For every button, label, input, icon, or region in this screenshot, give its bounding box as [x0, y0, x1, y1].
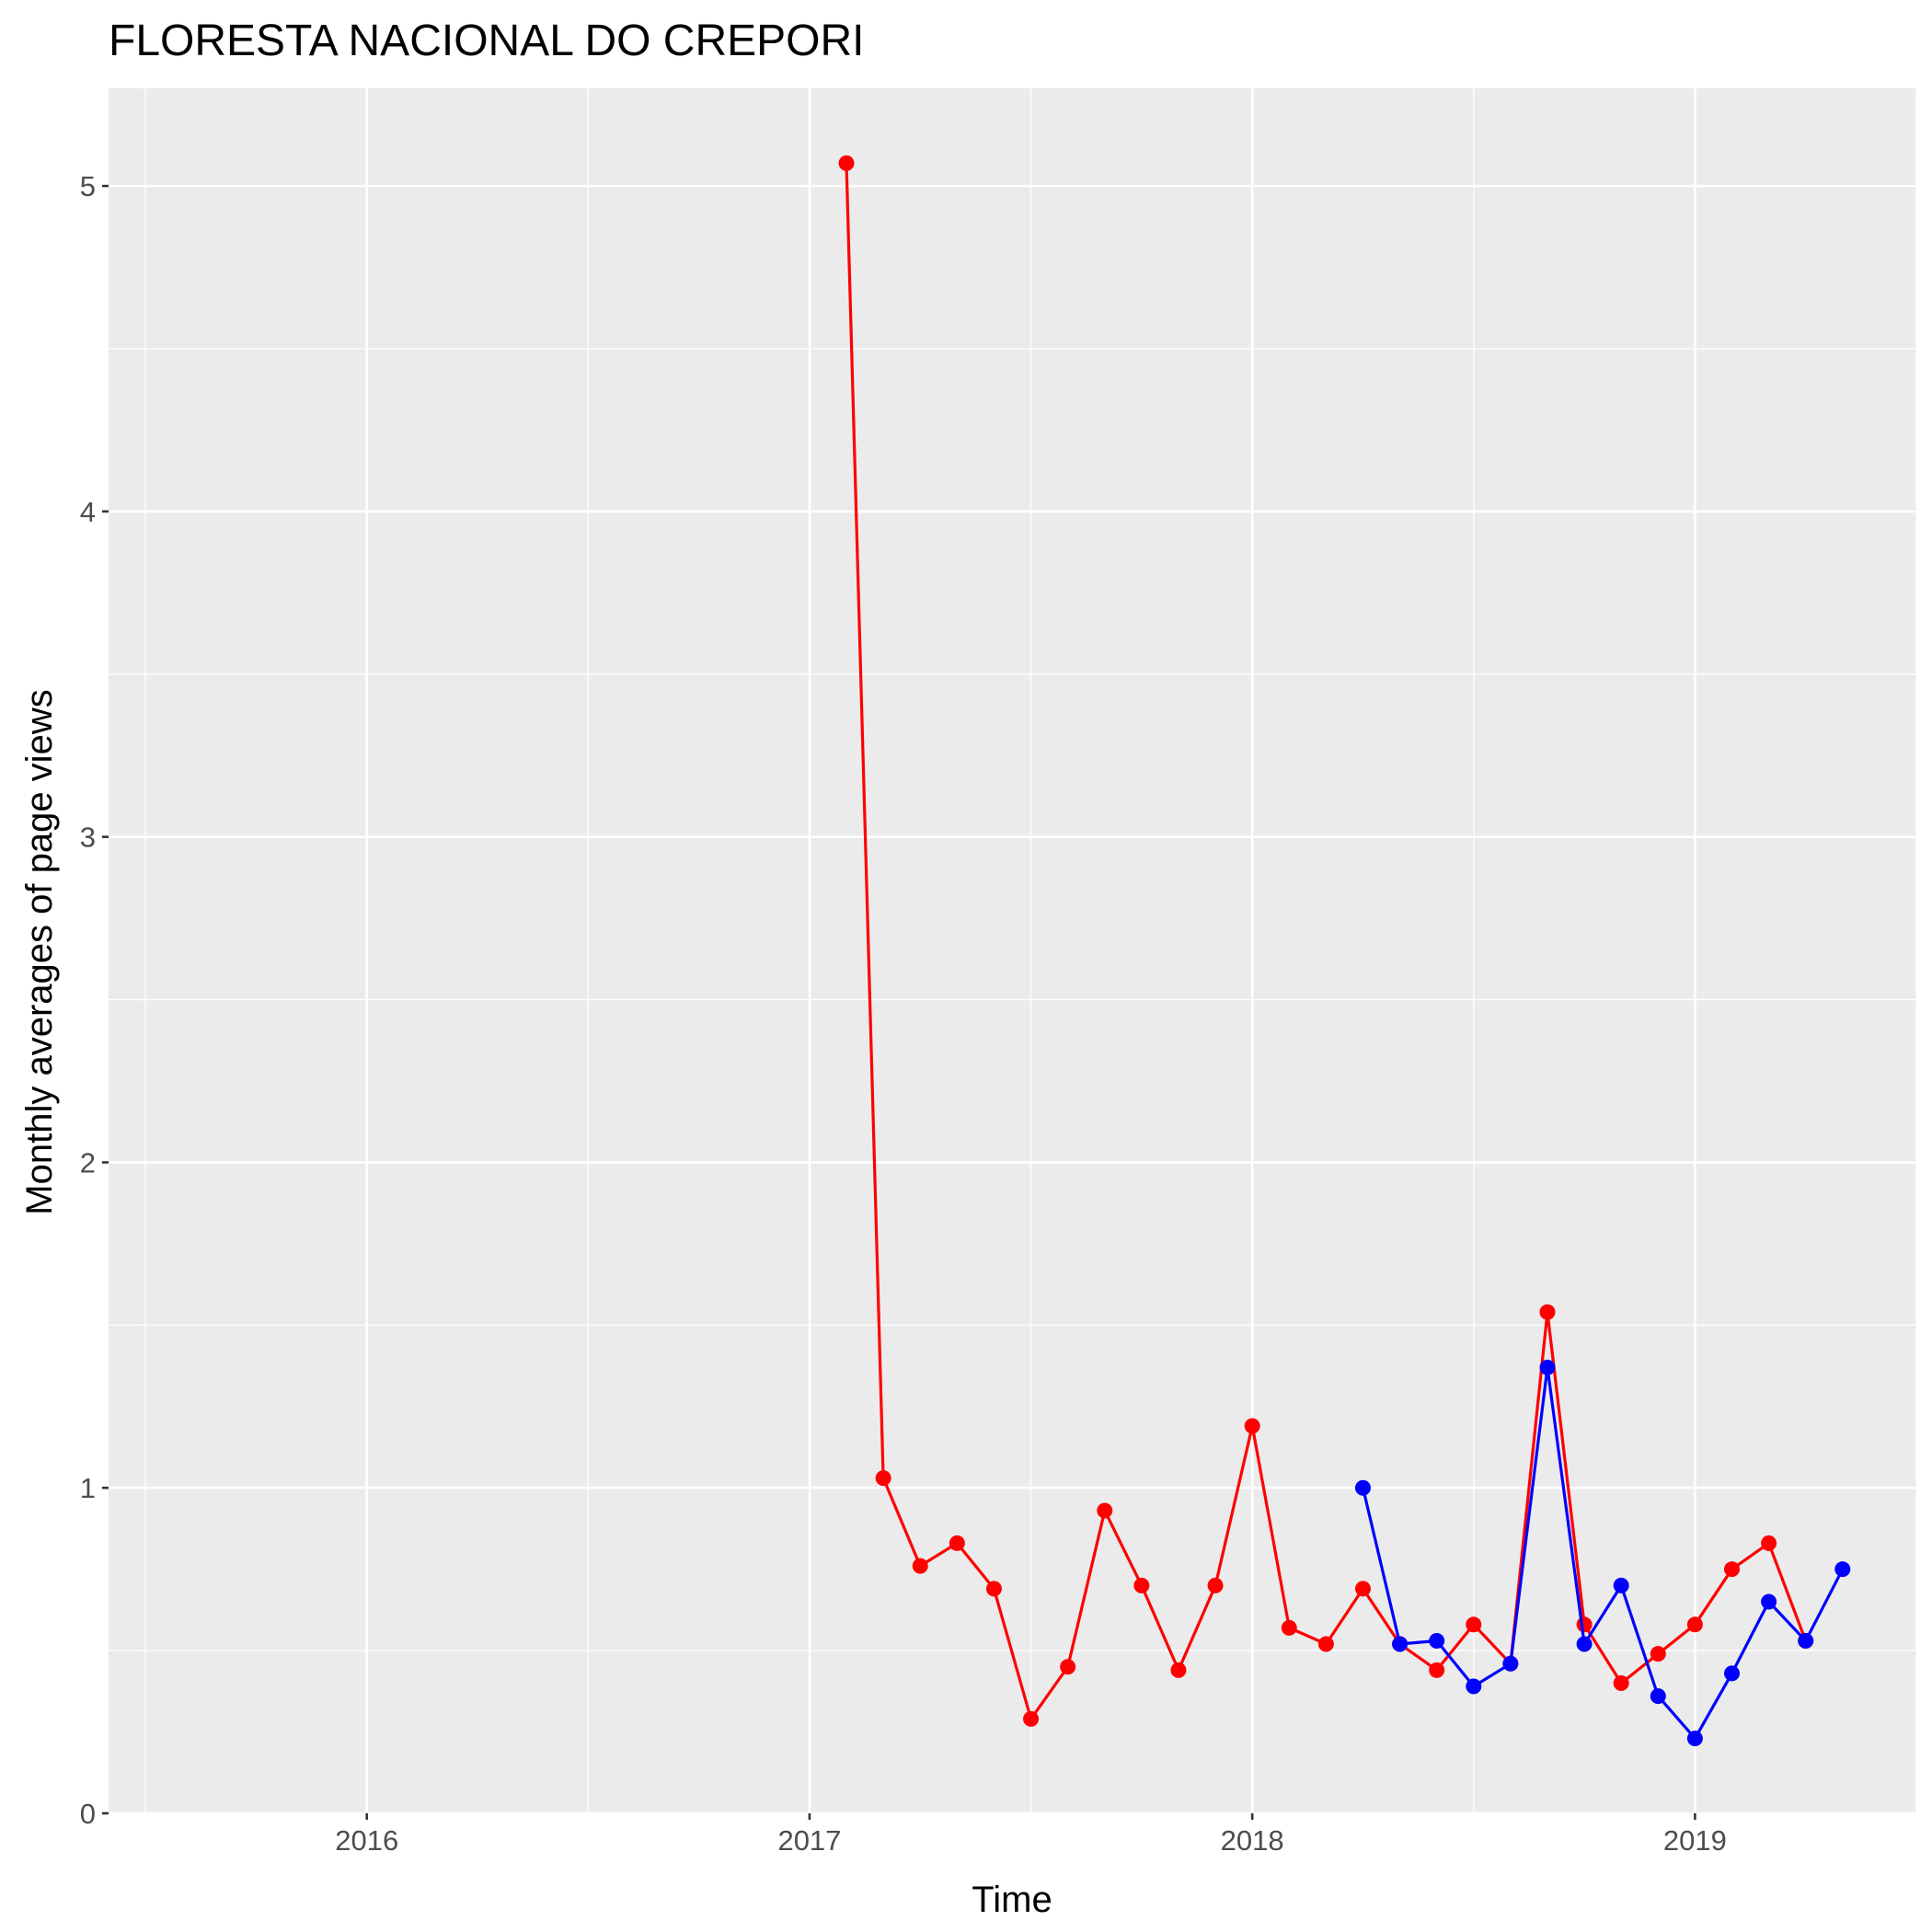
y-tick-label: 0: [80, 1798, 96, 1830]
chart-title: FLORESTA NACIONAL DO CREPORI: [109, 17, 864, 65]
data-point: [1650, 1688, 1666, 1705]
data-point: [1429, 1633, 1445, 1649]
x-tick-label: 2016: [335, 1824, 398, 1857]
series-2: [1354, 1359, 1851, 1747]
data-point: [1686, 1616, 1703, 1633]
series-layer: [838, 155, 1851, 1747]
data-point: [1686, 1731, 1703, 1747]
data-point: [1060, 1659, 1076, 1675]
data-point: [1539, 1304, 1556, 1320]
data-point: [875, 1470, 891, 1487]
data-point: [1023, 1710, 1040, 1727]
data-point: [838, 155, 855, 171]
data-point: [1097, 1502, 1113, 1519]
data-point: [1723, 1665, 1740, 1682]
data-point: [1281, 1619, 1297, 1636]
x-axis-title: Time: [972, 1880, 1052, 1920]
data-point: [1207, 1577, 1224, 1593]
data-point: [1613, 1577, 1629, 1593]
x-tick-label: 2018: [1221, 1824, 1284, 1857]
y-axis-title: Monthly averages of page views: [19, 689, 60, 1214]
x-tick-label: 2017: [777, 1824, 841, 1857]
data-point: [1576, 1616, 1593, 1633]
data-point: [1761, 1593, 1777, 1610]
data-point: [1723, 1561, 1740, 1578]
y-tick-label: 1: [80, 1472, 96, 1504]
y-tick-label: 5: [80, 170, 96, 202]
data-point: [912, 1558, 928, 1574]
x-axis: 2016 2017 2018 2019: [335, 1813, 1727, 1857]
data-point: [949, 1535, 965, 1551]
y-tick-label: 2: [80, 1146, 96, 1179]
data-point: [1354, 1581, 1371, 1597]
data-point: [1834, 1561, 1851, 1578]
data-point: [1466, 1678, 1482, 1695]
data-point: [985, 1581, 1002, 1597]
data-point: [1539, 1359, 1556, 1375]
data-point: [1244, 1418, 1260, 1434]
data-point: [1502, 1655, 1519, 1672]
data-point: [1466, 1616, 1482, 1633]
data-point: [1798, 1633, 1814, 1649]
data-point: [1429, 1662, 1445, 1678]
series-line: [1361, 1365, 1845, 1741]
major-grid: [109, 88, 1916, 1815]
data-point: [1761, 1535, 1777, 1551]
data-point: [1354, 1479, 1371, 1496]
data-point: [1392, 1636, 1409, 1652]
data-point: [1576, 1636, 1593, 1652]
data-point: [1317, 1636, 1334, 1652]
y-axis: 0 1 2 3 4 5: [80, 170, 109, 1830]
plot-panel: [109, 88, 1916, 1813]
data-point: [1170, 1662, 1187, 1678]
y-tick-label: 4: [80, 496, 96, 528]
x-tick-label: 2019: [1663, 1824, 1727, 1857]
data-point: [1613, 1674, 1629, 1691]
data-point: [1650, 1646, 1666, 1662]
data-point: [1133, 1577, 1150, 1593]
y-tick-label: 3: [80, 822, 96, 854]
minor-grid: [109, 88, 1917, 1813]
